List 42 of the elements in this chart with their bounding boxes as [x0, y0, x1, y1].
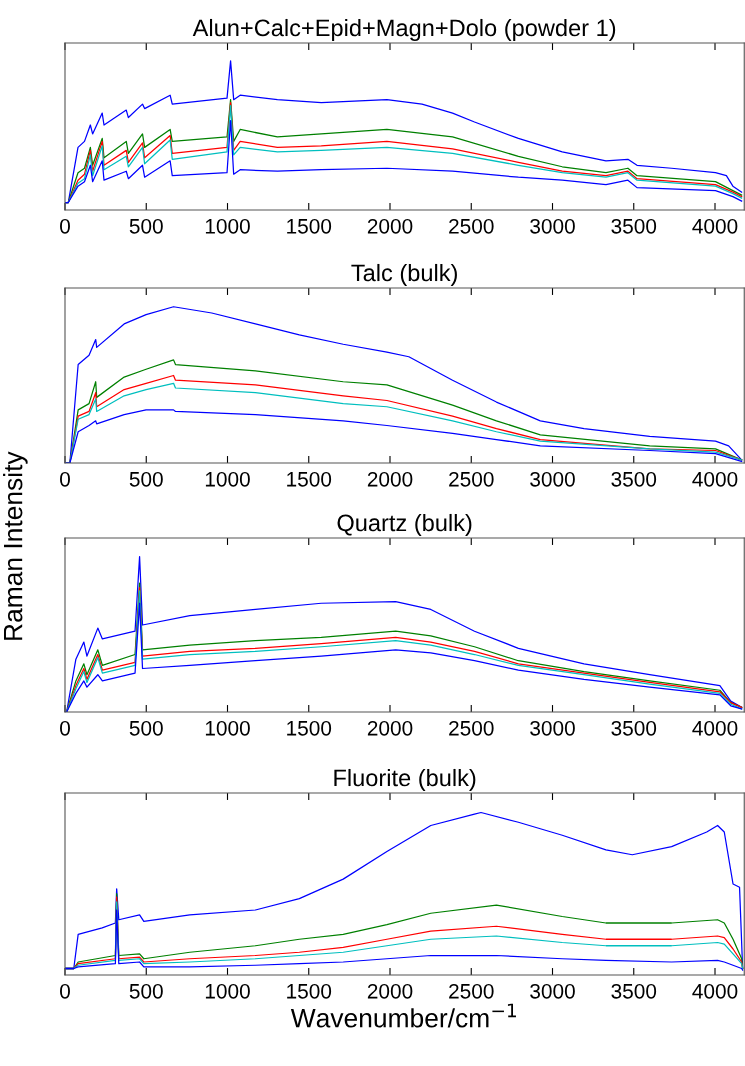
x-tick-label: 500 [129, 720, 163, 736]
x-tick-label: 1500 [287, 983, 332, 999]
x-tick-label: 500 [129, 218, 163, 234]
x-tick-label: 4000 [692, 218, 738, 234]
x-tick-label: 2500 [449, 983, 494, 999]
x-tick-label: 4000 [692, 471, 738, 487]
chart-title: Alun+Calc+Epid+Magn+Dolo (powder 1) [192, 18, 616, 41]
x-tick-label: 2000 [367, 471, 413, 487]
x-tick-label: 1000 [205, 218, 250, 234]
chart-title: Talc (bulk) [351, 263, 457, 286]
x-tick-label: 3500 [611, 983, 657, 999]
x-tick-label: 2000 [367, 218, 413, 234]
x-tick-label: 4000 [692, 983, 738, 999]
x-tick-label: 500 [129, 471, 163, 487]
y-axis-title: Raman Intensity [3, 451, 28, 640]
chart-title: Fluorite (bulk) [334, 768, 476, 791]
x-tick-label: 3500 [611, 218, 657, 234]
chart-title: Quartz (bulk) [337, 513, 472, 536]
x-axis-title: Wavenumber/cm$^{−1}$ [290, 1003, 516, 1028]
x-tick-label: 1000 [205, 983, 250, 999]
x-tick-label: 1000 [205, 471, 250, 487]
x-tick-label: 0 [60, 218, 70, 234]
x-tick-label: 1500 [287, 720, 332, 736]
x-tick-label: 2500 [449, 720, 494, 736]
x-tick-label: 3500 [611, 471, 657, 487]
x-tick-label: 2500 [449, 471, 494, 487]
x-tick-label: 1000 [205, 720, 250, 736]
x-tick-label: 0 [60, 720, 70, 736]
x-tick-label: 500 [129, 983, 163, 999]
x-tick-label: 1500 [287, 471, 332, 487]
x-tick-label: 2000 [367, 720, 413, 736]
x-tick-label: 4000 [692, 720, 738, 736]
x-tick-label: 0 [60, 983, 70, 999]
x-tick-label: 3000 [530, 720, 575, 736]
x-tick-label: 3000 [530, 218, 575, 234]
x-tick-label: 3000 [530, 471, 575, 487]
x-tick-label: 3500 [611, 720, 657, 736]
x-tick-label: 2500 [449, 218, 494, 234]
x-tick-label: 1500 [287, 218, 332, 234]
x-tick-label: 3000 [530, 983, 575, 999]
x-tick-label: 2000 [367, 983, 413, 999]
x-tick-label: 0 [60, 471, 70, 487]
